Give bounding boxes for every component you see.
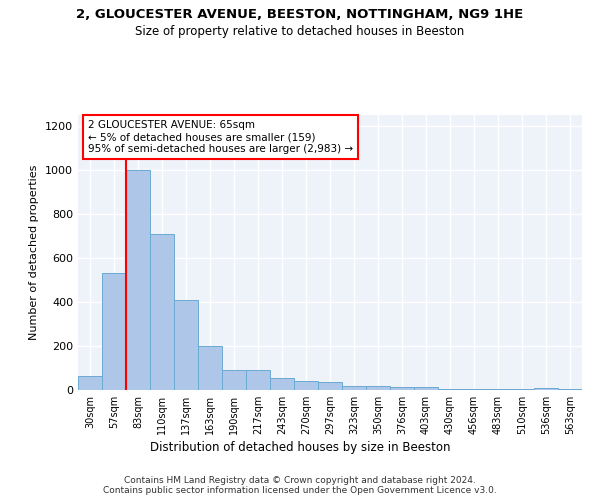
- Text: 2, GLOUCESTER AVENUE, BEESTON, NOTTINGHAM, NG9 1HE: 2, GLOUCESTER AVENUE, BEESTON, NOTTINGHA…: [76, 8, 524, 20]
- Bar: [318, 382, 342, 390]
- Y-axis label: Number of detached properties: Number of detached properties: [29, 165, 40, 340]
- Bar: [438, 389, 462, 390]
- Bar: [294, 381, 318, 390]
- Text: Contains HM Land Registry data © Crown copyright and database right 2024.
Contai: Contains HM Land Registry data © Crown c…: [103, 476, 497, 495]
- Bar: [486, 389, 510, 390]
- Bar: [126, 170, 150, 390]
- Bar: [174, 300, 198, 390]
- Bar: [78, 376, 102, 390]
- Bar: [102, 274, 126, 390]
- Text: 2 GLOUCESTER AVENUE: 65sqm
← 5% of detached houses are smaller (159)
95% of semi: 2 GLOUCESTER AVENUE: 65sqm ← 5% of detac…: [88, 120, 353, 154]
- Bar: [390, 386, 414, 390]
- Bar: [270, 378, 294, 390]
- Bar: [462, 389, 486, 390]
- Bar: [222, 370, 246, 390]
- Bar: [534, 388, 558, 390]
- Bar: [510, 389, 534, 390]
- Bar: [366, 386, 390, 390]
- Text: Distribution of detached houses by size in Beeston: Distribution of detached houses by size …: [150, 441, 450, 454]
- Bar: [342, 386, 366, 390]
- Text: Size of property relative to detached houses in Beeston: Size of property relative to detached ho…: [136, 25, 464, 38]
- Bar: [558, 389, 582, 390]
- Bar: [246, 370, 270, 390]
- Bar: [198, 346, 222, 390]
- Bar: [150, 234, 174, 390]
- Bar: [414, 386, 438, 390]
